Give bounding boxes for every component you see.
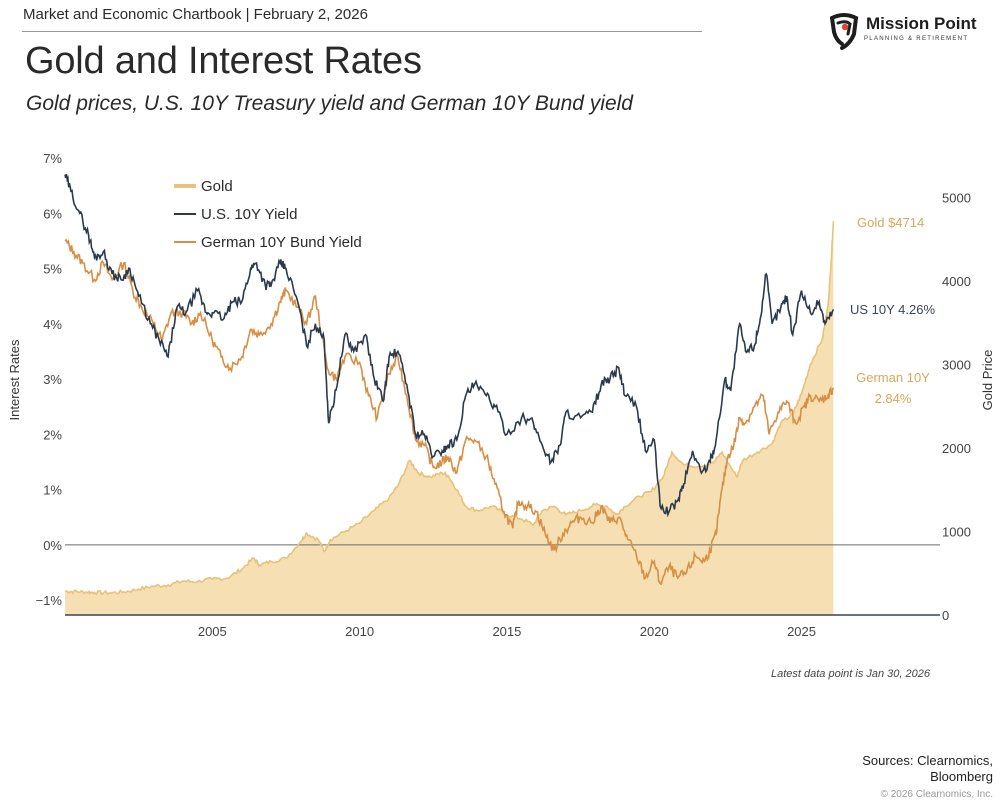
y-tick-label-left: 0%	[43, 538, 62, 553]
page-title: Gold and Interest Rates	[25, 40, 422, 82]
legend: Gold U.S. 10Y Yield German 10Y Bund Yiel…	[174, 178, 362, 251]
sources-line-2: Bloomberg	[930, 769, 993, 784]
end-labels: Gold $4714 US 10Y 4.26% German 10Y 2.84%	[850, 215, 935, 406]
x-tick-label: 2015	[492, 624, 521, 639]
logo-name: Mission Point	[866, 14, 977, 33]
logo-tagline: PLANNING & RETIREMENT	[864, 36, 969, 42]
plot-area	[64, 174, 940, 615]
latest-data-note: Latest data point is Jan 30, 2026	[770, 668, 930, 680]
chartbook-kicker: Market and Economic Chartbook | February…	[23, 6, 368, 23]
y-tick-label-left: 4%	[43, 317, 62, 332]
y-tick-label-left: 3%	[43, 372, 62, 387]
legend-label-gold: Gold	[201, 178, 233, 195]
y-tick-label-right: 2000	[942, 441, 971, 456]
y-tick-label-right: 4000	[942, 274, 971, 289]
y-tick-label-right: 5000	[942, 190, 971, 205]
sources-line-1: Sources: Clearnomics,	[862, 753, 993, 768]
y-tick-label-left: −1%	[36, 593, 63, 608]
shield-target-icon	[830, 13, 859, 50]
y-tick-label-left: 1%	[43, 483, 62, 498]
x-tick-label: 2020	[640, 624, 669, 639]
y-axis-title-left: Interest Rates	[7, 339, 22, 420]
german-yield-line	[64, 238, 835, 586]
axes: 2005 2010 2015 2020 2025 −1% 0% 1% 2% 3% 4% 5% 6% 7% 0…	[36, 151, 971, 639]
page-subtitle: Gold prices, U.S. 10Y Treasury yield and…	[26, 92, 633, 115]
y-tick-label-left: 7%	[43, 151, 62, 166]
gold-end-label: Gold $4714	[857, 215, 924, 230]
mission-point-logo: Mission Point PLANNING & RETIREMENT	[824, 10, 989, 50]
logo-accent-dot	[841, 23, 849, 31]
y-axis-title-right: Gold Price	[980, 350, 995, 411]
gold-area	[65, 221, 834, 615]
gold-line	[64, 221, 835, 596]
legend-label-us-yield: U.S. 10Y Yield	[201, 206, 297, 223]
german-yield-end-value: 2.84%	[875, 391, 912, 406]
copyright: © 2026 Clearnomics, Inc.	[880, 789, 993, 800]
us-yield-line	[64, 174, 835, 518]
sources: Sources: Clearnomics, Bloomberg	[862, 753, 993, 785]
x-tick-label: 2010	[345, 624, 374, 639]
us-yield-end-label: US 10Y 4.26%	[850, 302, 935, 317]
y-tick-label-right: 0	[942, 608, 949, 623]
legend-label-german-yield: German 10Y Bund Yield	[201, 234, 362, 251]
header-divider	[22, 31, 702, 32]
x-tick-label: 2025	[787, 624, 816, 639]
y-tick-label-right: 3000	[942, 357, 971, 372]
x-tick-label: 2005	[198, 624, 227, 639]
german-yield-end-label: German 10Y	[856, 370, 930, 385]
y-tick-label-left: 5%	[43, 262, 62, 277]
y-tick-label-left: 6%	[43, 206, 62, 221]
y-tick-label-right: 1000	[942, 524, 971, 539]
y-tick-label-left: 2%	[43, 427, 62, 442]
